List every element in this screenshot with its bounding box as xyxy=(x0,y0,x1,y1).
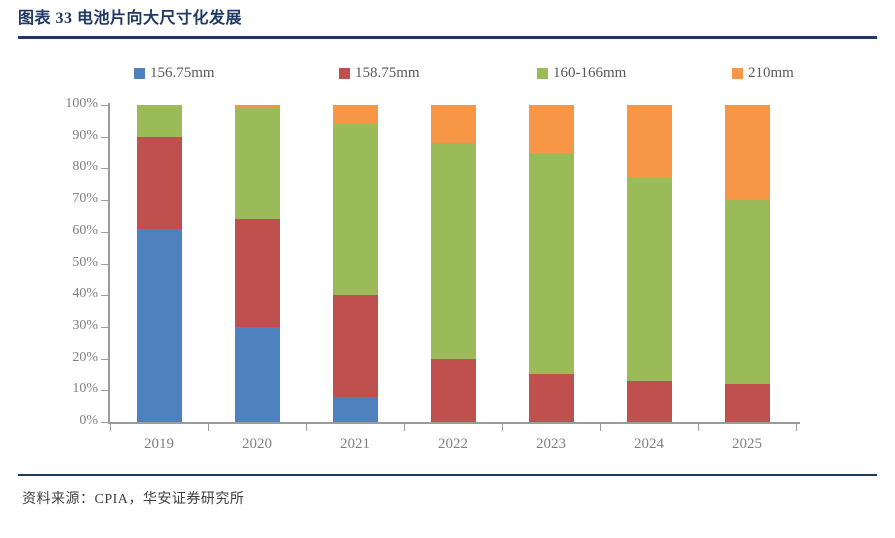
legend-item-160-166mm[interactable]: 160-166mm xyxy=(537,65,732,82)
bar-segment[interactable] xyxy=(528,152,574,375)
legend-item-210mm[interactable]: 210mm xyxy=(732,65,872,82)
y-axis-tick xyxy=(101,263,108,265)
bar-segment[interactable] xyxy=(332,396,378,422)
bar-stack-2022[interactable] xyxy=(430,105,476,422)
x-axis-tick xyxy=(600,424,601,431)
bar-segment[interactable] xyxy=(626,380,672,422)
bar-segment[interactable] xyxy=(332,105,378,125)
bar-segment[interactable] xyxy=(234,105,280,109)
bar-segment[interactable] xyxy=(136,105,182,137)
bar-segment[interactable] xyxy=(528,374,574,422)
y-axis-tick xyxy=(101,105,108,106)
plot-area xyxy=(110,105,800,422)
x-axis-tick xyxy=(208,424,209,431)
y-axis-tick-label: 10% xyxy=(72,381,98,397)
y-axis-tick-label: 30% xyxy=(72,317,98,333)
bar-stack-2019[interactable] xyxy=(136,105,182,422)
bar-segment[interactable] xyxy=(430,105,476,144)
bar-segment[interactable] xyxy=(724,200,770,384)
page-title: 图表 33 电池片向大尺寸化发展 xyxy=(18,10,243,27)
x-axis-tick-label: 2020 xyxy=(242,436,272,452)
bar-stack-2021[interactable] xyxy=(332,105,378,422)
x-axis-tick-label: 2021 xyxy=(340,436,370,452)
y-axis-tick xyxy=(101,390,108,392)
y-axis-tick xyxy=(101,200,108,202)
x-axis-tick-label: 2022 xyxy=(438,436,468,452)
chart-container: 0% 10% 20% 30% 40% 50% 60% 70% 80% 90% 100% 2019 20… xyxy=(0,92,895,452)
y-axis-tick xyxy=(101,358,108,360)
x-axis-tick-label: 2019 xyxy=(144,436,174,452)
legend-swatch-icon xyxy=(537,67,548,79)
x-axis-tick xyxy=(306,424,307,431)
x-axis-tick xyxy=(698,424,699,431)
y-axis-tick xyxy=(101,422,108,423)
x-axis-tick-label: 2024 xyxy=(634,436,664,452)
legend-swatch-icon xyxy=(134,67,145,79)
y-axis-tick-label: 50% xyxy=(72,254,98,270)
legend-label: 160-166mm xyxy=(553,64,627,81)
source-note: 资料来源：CPIA，华安证券研究所 xyxy=(22,492,245,507)
y-axis-tick-label: 0% xyxy=(79,413,98,428)
title-divider xyxy=(18,36,877,39)
legend-item-158-75mm[interactable]: 158.75mm xyxy=(339,65,537,82)
bar-stack-2020[interactable] xyxy=(234,105,280,422)
bar-segment[interactable] xyxy=(430,358,476,422)
x-axis-tick xyxy=(502,424,503,431)
bar-stack-2023[interactable] xyxy=(528,105,574,422)
bar-segment[interactable] xyxy=(332,295,378,397)
bar-segment[interactable] xyxy=(136,136,182,229)
bar-segment[interactable] xyxy=(234,108,280,220)
bar-segment[interactable] xyxy=(234,326,280,422)
x-axis-tick xyxy=(110,424,111,431)
x-axis-tick xyxy=(404,424,405,431)
bar-segment[interactable] xyxy=(528,105,574,153)
legend-label: 158.75mm xyxy=(355,64,420,81)
y-axis-labels: 0% 10% 20% 30% 40% 50% 60% 70% 80% 90% 100% xyxy=(0,92,98,428)
y-axis-line xyxy=(108,103,110,424)
figure-header: 图表 33 电池片向大尺寸化发展 xyxy=(0,0,895,30)
legend-item-156-75mm[interactable]: 156.75mm xyxy=(134,65,339,82)
y-axis-tick-label: 100% xyxy=(65,96,98,111)
x-axis-line xyxy=(108,422,800,424)
bar-segment[interactable] xyxy=(136,228,182,422)
y-axis-tick-label: 70% xyxy=(72,191,98,207)
bar-stack-2025[interactable] xyxy=(724,105,770,422)
y-axis-tick-label: 80% xyxy=(72,159,98,175)
bar-segment[interactable] xyxy=(234,219,280,327)
legend-label: 210mm xyxy=(748,64,794,81)
bar-stack-2024[interactable] xyxy=(626,105,672,422)
legend-label: 156.75mm xyxy=(150,64,215,81)
legend-swatch-icon xyxy=(339,67,350,79)
bar-segment[interactable] xyxy=(724,383,770,422)
y-axis-tick-label: 90% xyxy=(72,127,98,143)
bar-segment[interactable] xyxy=(626,105,672,178)
y-axis-tick xyxy=(101,168,108,170)
footer-divider xyxy=(18,474,877,476)
y-axis-tick xyxy=(101,136,108,138)
y-axis-tick xyxy=(101,295,108,297)
y-axis-tick xyxy=(101,326,108,328)
y-axis-tick xyxy=(101,231,108,233)
bar-segment[interactable] xyxy=(724,105,770,201)
bar-segment[interactable] xyxy=(332,124,378,296)
x-axis-tick-label: 2023 xyxy=(536,436,566,452)
x-axis-tick xyxy=(796,424,797,431)
y-axis-tick-label: 20% xyxy=(72,349,98,365)
y-axis-tick-label: 40% xyxy=(72,286,98,302)
x-axis-tick-label: 2025 xyxy=(732,436,762,452)
bar-segment[interactable] xyxy=(626,177,672,381)
legend-swatch-icon xyxy=(732,67,743,79)
bar-segment[interactable] xyxy=(430,143,476,359)
y-axis-tick-label: 60% xyxy=(72,222,98,238)
chart-legend: 156.75mm 158.75mm 160-166mm 210mm xyxy=(0,60,895,86)
